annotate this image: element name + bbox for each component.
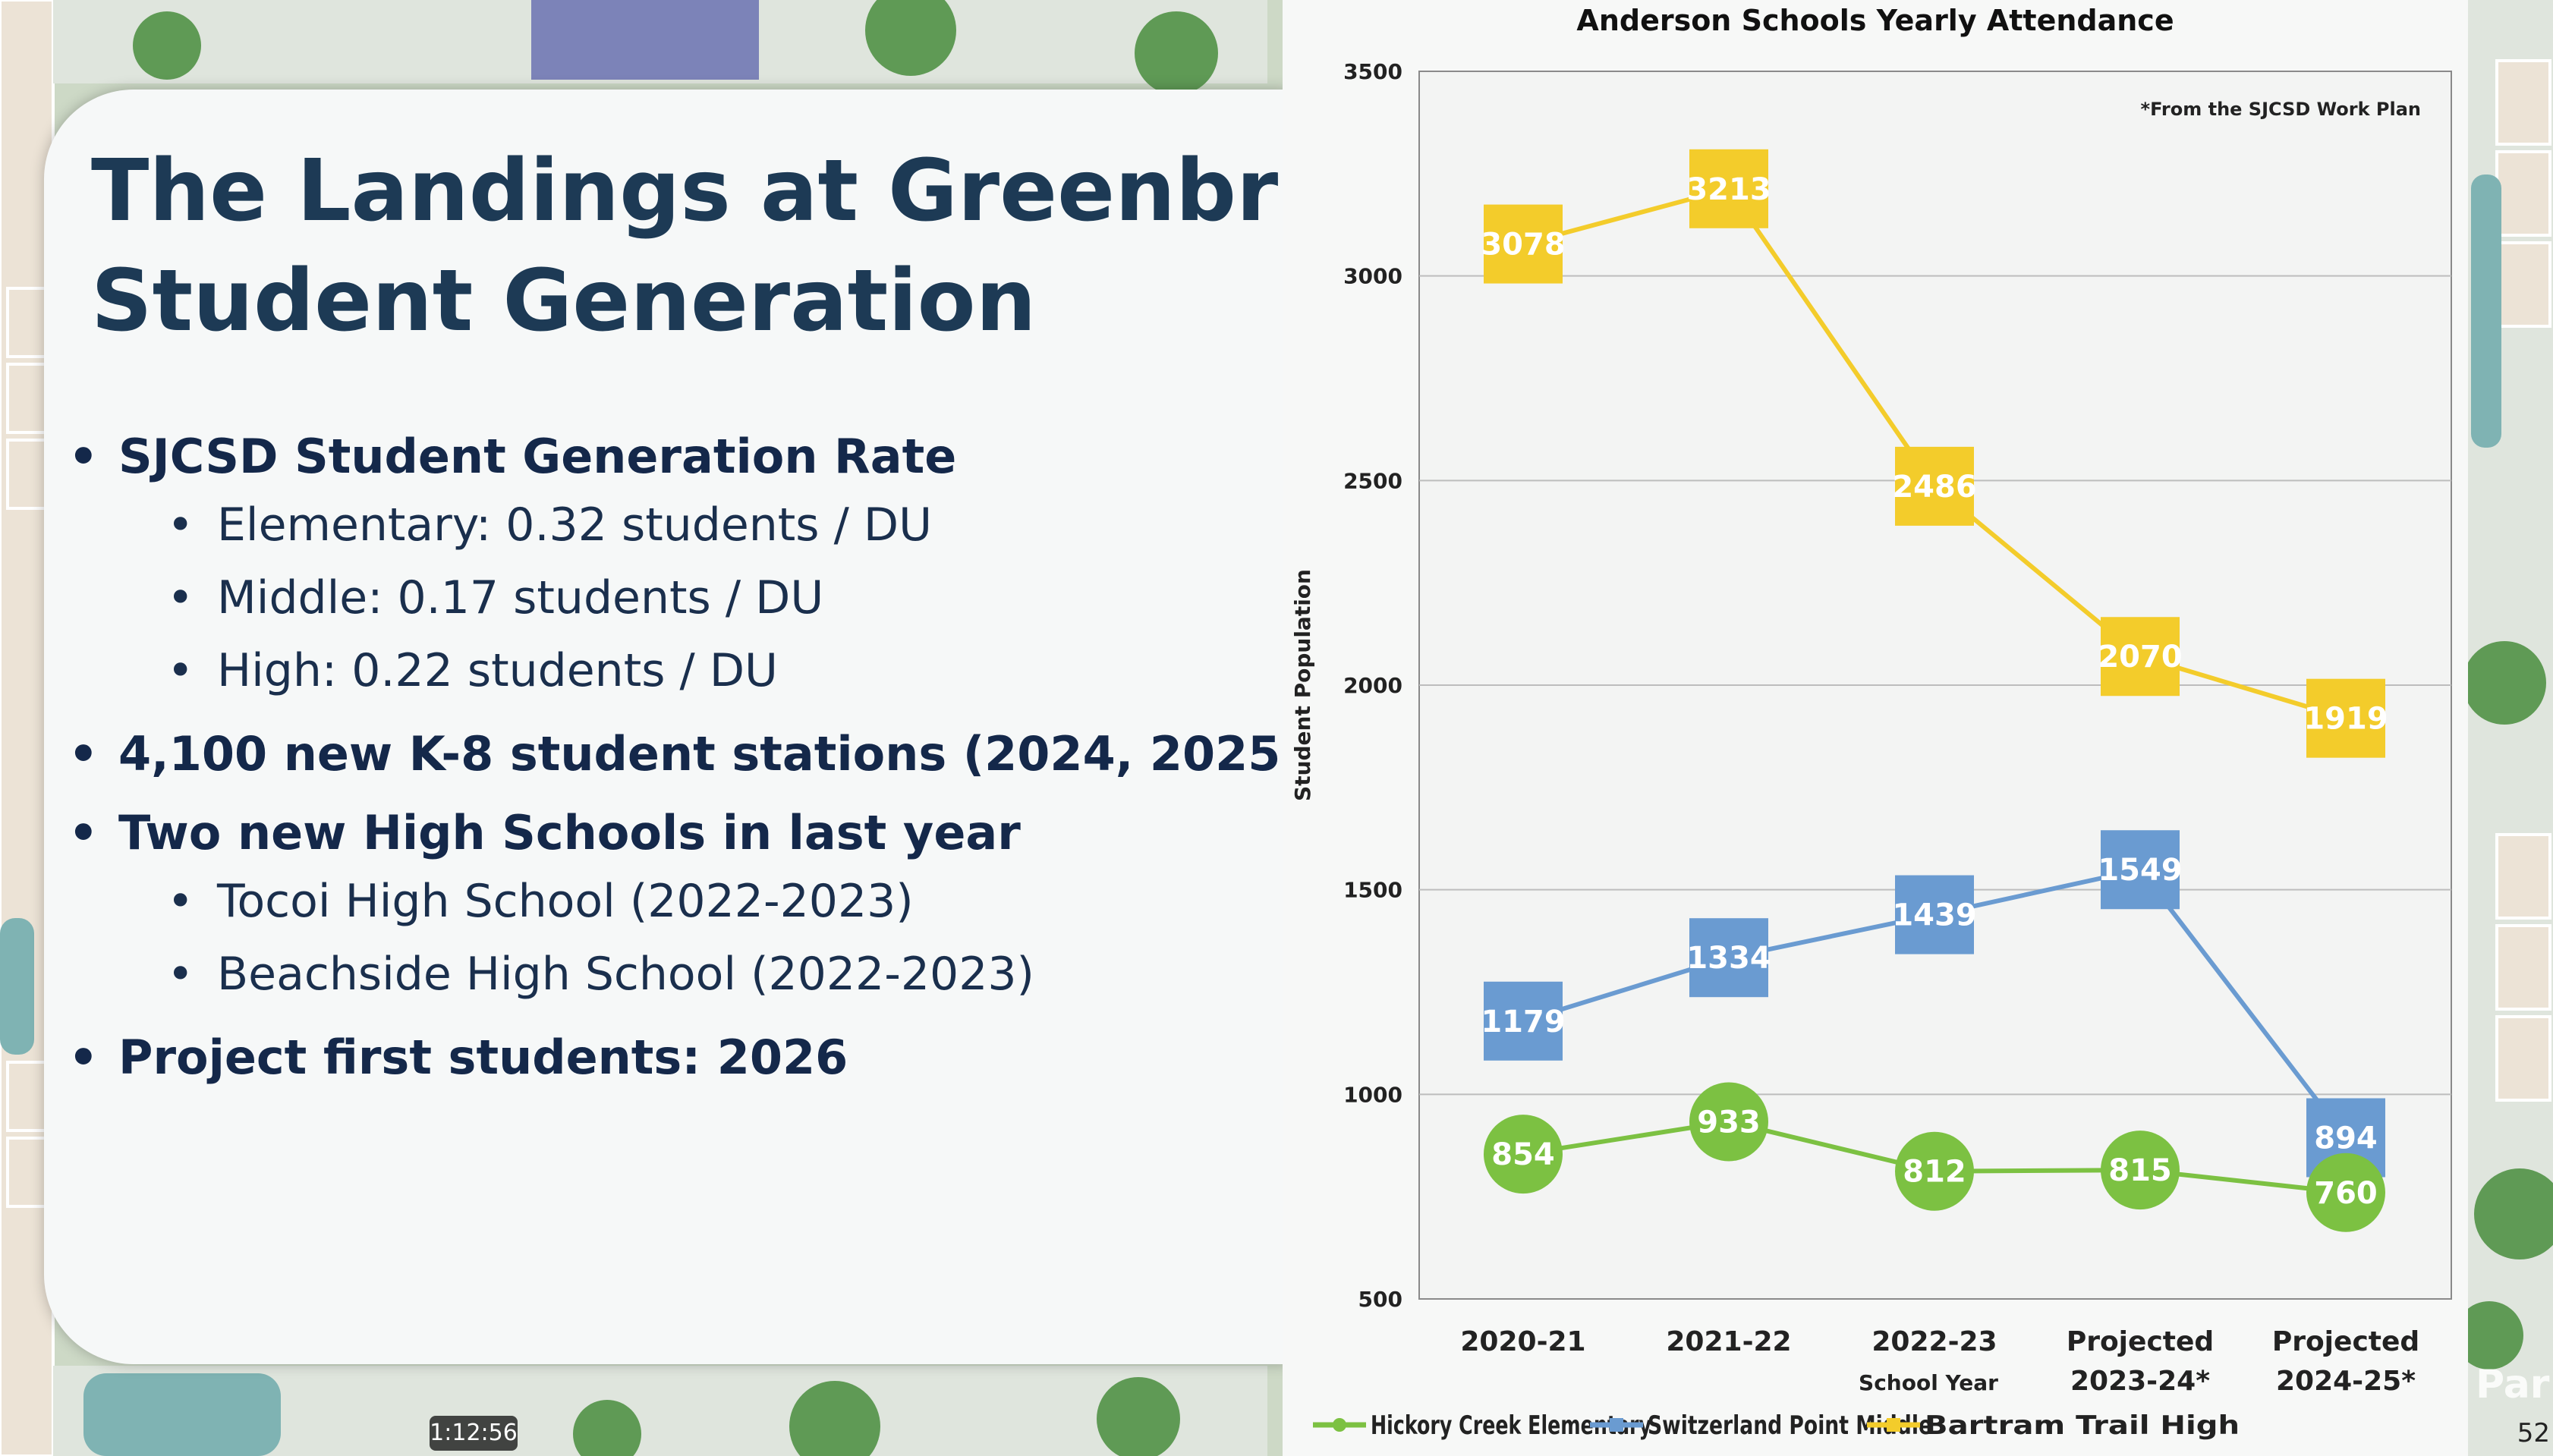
data-point	[2101, 1131, 2180, 1210]
legend-swatch-marker	[1610, 1418, 1623, 1432]
y-tick-label: 1000	[1343, 1082, 1402, 1107]
bullet-elementary-rate: Elementary: 0.32 students / DU	[68, 489, 1252, 561]
data-label: 854	[1491, 1137, 1555, 1172]
bullet-list: SJCSD Student Generation Rate Elementary…	[68, 425, 1302, 1090]
legend-swatch-marker	[1887, 1418, 1900, 1432]
legend-swatch-marker	[1333, 1418, 1346, 1432]
legend-label: Bartram Trail High	[1925, 1410, 2240, 1441]
chart-note: *From the SJCSD Work Plan	[2141, 99, 2421, 120]
x-tick-label: 2022-23	[1871, 1326, 1997, 1357]
data-label: 3213	[1686, 172, 1771, 207]
x-tick-label: Projected	[2272, 1326, 2419, 1357]
y-tick-label: 2000	[1343, 673, 1402, 698]
slide-title-line-2: Student Generation	[91, 252, 1037, 351]
data-label: 815	[2108, 1153, 2172, 1188]
bullet-tocoi: Tocoi High School (2022-2023)	[68, 865, 1252, 938]
bullet-beachside: Beachside High School (2022-2023)	[68, 938, 1252, 1011]
bullet-generation-rate: SJCSD Student Generation Rate	[68, 425, 1252, 489]
data-label: 3078	[1481, 228, 1565, 263]
data-point	[1689, 149, 1768, 228]
data-label: 1334	[1686, 941, 1771, 976]
x-tick-label: 2024-25*	[2276, 1366, 2416, 1397]
x-tick-label: 2021-22	[1666, 1326, 1791, 1357]
slide-title-line-1: The Landings at Greenbriar	[91, 142, 1407, 241]
x-axis-label: School Year	[1859, 1370, 1998, 1395]
data-point	[2101, 617, 2180, 697]
bullet-first-students: Project first students: 2026	[68, 1026, 1252, 1090]
bullet-middle-rate: Middle: 0.17 students / DU	[68, 561, 1252, 634]
y-axis-label: Student Population	[1290, 569, 1315, 801]
x-tick-label: 2023-24*	[2070, 1366, 2210, 1397]
data-point	[1484, 1115, 1563, 1194]
data-point	[1895, 1131, 1974, 1211]
attendance-line-chart: Anderson Schools Yearly Attendance 500 100…	[1290, 4, 2452, 1441]
data-point	[2101, 830, 2180, 910]
y-tick-label: 1500	[1343, 878, 1402, 903]
data-point	[1895, 446, 1974, 526]
data-label: 894	[2314, 1121, 2378, 1156]
x-tick-label: 2020-21	[1460, 1326, 1585, 1357]
y-tick-label: 500	[1358, 1287, 1402, 1312]
y-tick-label: 2500	[1343, 468, 1402, 493]
chart-panel: Anderson Schools Yearly Attendance 500 100…	[1283, 0, 2468, 1456]
y-tick-label: 3500	[1343, 59, 1402, 84]
data-label: 2070	[2098, 640, 2182, 675]
bullet-high-rate: High: 0.22 students / DU	[68, 634, 1252, 707]
data-label: 2486	[1892, 470, 1976, 505]
bullet-student-stations: 4,100 new K-8 student stations (2024, 20…	[68, 722, 1302, 786]
data-label: 1919	[2303, 702, 2388, 737]
video-timecode: 1:12:56	[430, 1416, 518, 1451]
slide-number: 52	[2517, 1418, 2550, 1448]
data-point	[1689, 1082, 1768, 1162]
data-label: 812	[1903, 1155, 1966, 1190]
data-label: 1439	[1892, 898, 1976, 933]
data-point	[1689, 918, 1768, 998]
data-label: 1549	[2098, 853, 2182, 888]
data-point	[2306, 678, 2385, 758]
bullet-new-high-schools: Two new High Schools in last year	[68, 801, 1252, 865]
data-point	[2306, 1153, 2385, 1232]
chart-title: Anderson Schools Yearly Attendance	[1576, 4, 2174, 37]
data-label: 933	[1697, 1105, 1761, 1140]
data-label: 1179	[1481, 1005, 1565, 1039]
data-point	[1895, 875, 1974, 954]
data-label: 760	[2314, 1176, 2378, 1211]
y-tick-label: 3000	[1343, 264, 1402, 289]
data-point	[1484, 981, 1563, 1061]
map-label: Par	[2476, 1362, 2550, 1407]
data-point	[1484, 204, 1563, 284]
slide-title: The Landings at Greenbriar Student Gener…	[91, 137, 1407, 357]
x-tick-label: Projected	[2067, 1326, 2214, 1357]
